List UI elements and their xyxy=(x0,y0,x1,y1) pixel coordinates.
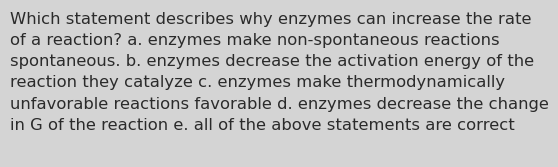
Text: Which statement describes why enzymes can increase the rate
of a reaction? a. en: Which statement describes why enzymes ca… xyxy=(10,12,549,133)
